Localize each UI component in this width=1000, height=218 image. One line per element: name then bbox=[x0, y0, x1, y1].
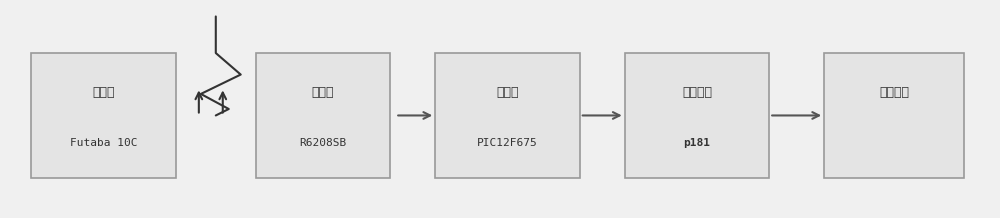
Text: 遥控器: 遥控器 bbox=[92, 87, 115, 99]
FancyBboxPatch shape bbox=[625, 53, 769, 178]
FancyBboxPatch shape bbox=[435, 53, 580, 178]
Text: 光耦合器: 光耦合器 bbox=[682, 87, 712, 99]
Text: 单片机: 单片机 bbox=[496, 87, 519, 99]
Text: p181: p181 bbox=[683, 138, 710, 148]
Text: Futaba 10C: Futaba 10C bbox=[70, 138, 137, 148]
Text: R6208SB: R6208SB bbox=[299, 138, 347, 148]
FancyBboxPatch shape bbox=[256, 53, 390, 178]
Text: PIC12F675: PIC12F675 bbox=[477, 138, 538, 148]
Text: 照相设备: 照相设备 bbox=[879, 87, 909, 99]
FancyBboxPatch shape bbox=[31, 53, 176, 178]
FancyBboxPatch shape bbox=[824, 53, 964, 178]
Text: 接收机: 接收机 bbox=[312, 87, 334, 99]
